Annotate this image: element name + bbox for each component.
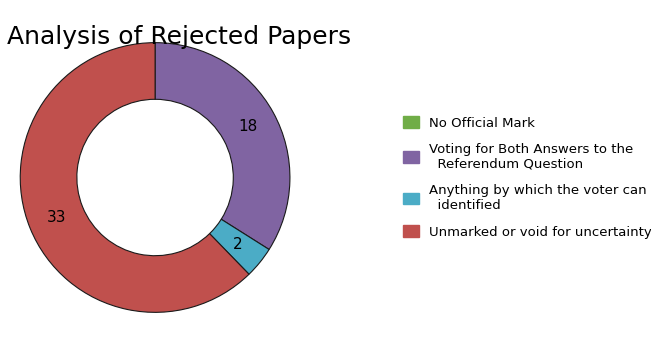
Legend: No Official Mark, Voting for Both Answers to the
  Referendum Question, Anything: No Official Mark, Voting for Both Answer… bbox=[403, 116, 651, 239]
Text: Analysis of Rejected Papers: Analysis of Rejected Papers bbox=[7, 25, 351, 49]
Text: 2: 2 bbox=[233, 237, 243, 252]
Wedge shape bbox=[20, 43, 249, 312]
Text: 18: 18 bbox=[239, 119, 258, 133]
Wedge shape bbox=[210, 219, 269, 274]
Text: 33: 33 bbox=[47, 210, 66, 225]
Wedge shape bbox=[155, 43, 290, 250]
